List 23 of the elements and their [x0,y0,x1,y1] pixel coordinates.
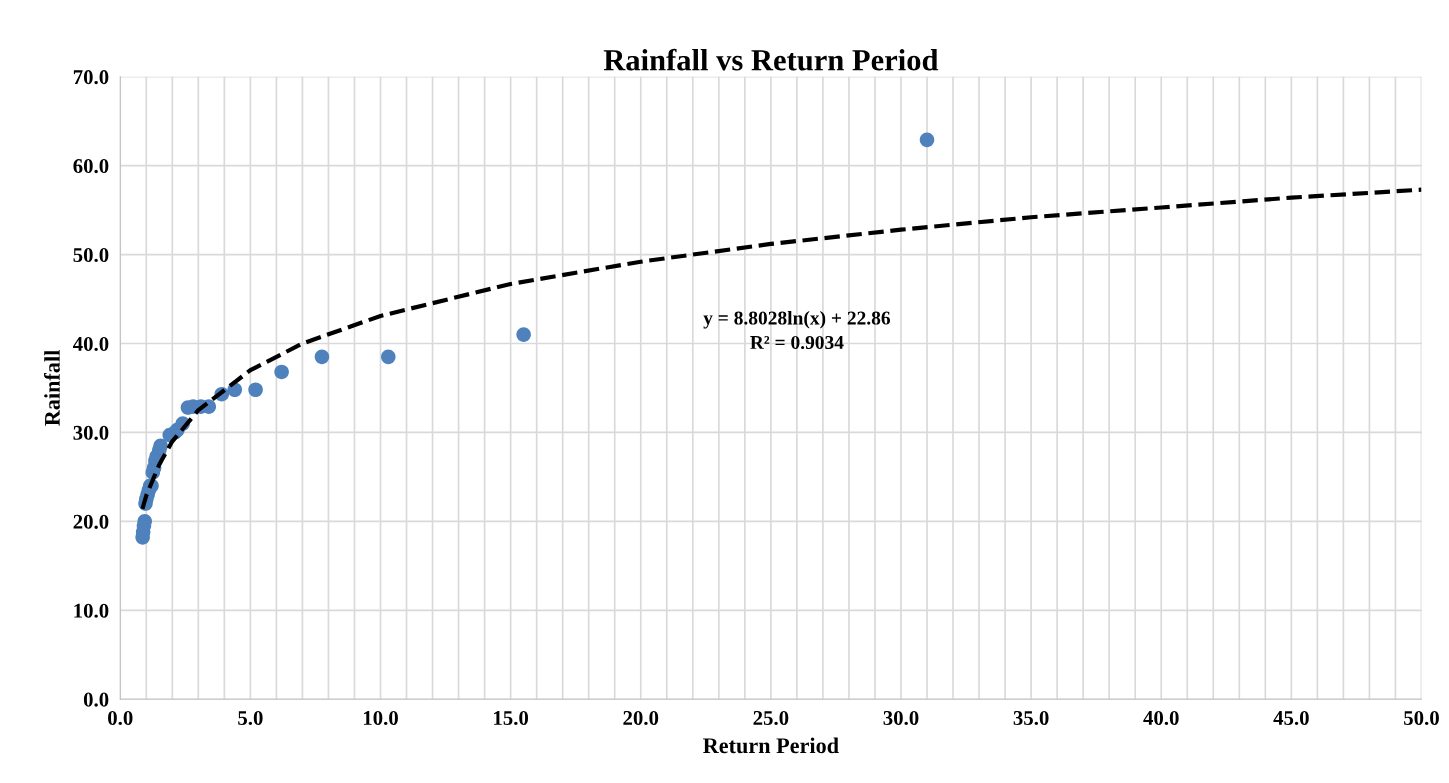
annotation: y = 8.8028ln(x) + 22.86 R² = 0.9034 [703,310,891,350]
x-tick-label: 5.0 [238,710,263,726]
x-tick-label: 40.0 [1143,710,1179,726]
y-tick-label: 20.0 [73,514,109,529]
x-axis-title: Return Period [703,737,839,754]
y-tick-label: 0.0 [83,692,109,707]
y-tick-label: 30.0 [73,425,109,440]
y-tick-label: 10.0 [74,603,109,618]
x-tick-label: 45.0 [1273,710,1309,726]
chart-title: Rainfall vs Return Period [603,48,939,71]
x-tick-label: 20.0 [623,710,659,726]
x-tick-label: 50.0 [1404,710,1439,726]
y-tick-label: 40.0 [72,336,109,352]
x-tick-label: 35.0 [1013,710,1049,726]
y-tick-label: 60.0 [73,159,109,174]
x-tick-label: 10.0 [363,710,398,726]
x-tick-label: 15.0 [494,710,529,726]
y-axis-title: Rainfall [43,350,60,426]
x-tick-label: 25.0 [753,710,789,726]
y-tick-label: 50.0 [73,247,109,263]
y-tick-label: 70.0 [73,70,109,85]
x-tick-label: 30.0 [883,710,919,726]
x-tick-label: 0.0 [108,710,133,726]
